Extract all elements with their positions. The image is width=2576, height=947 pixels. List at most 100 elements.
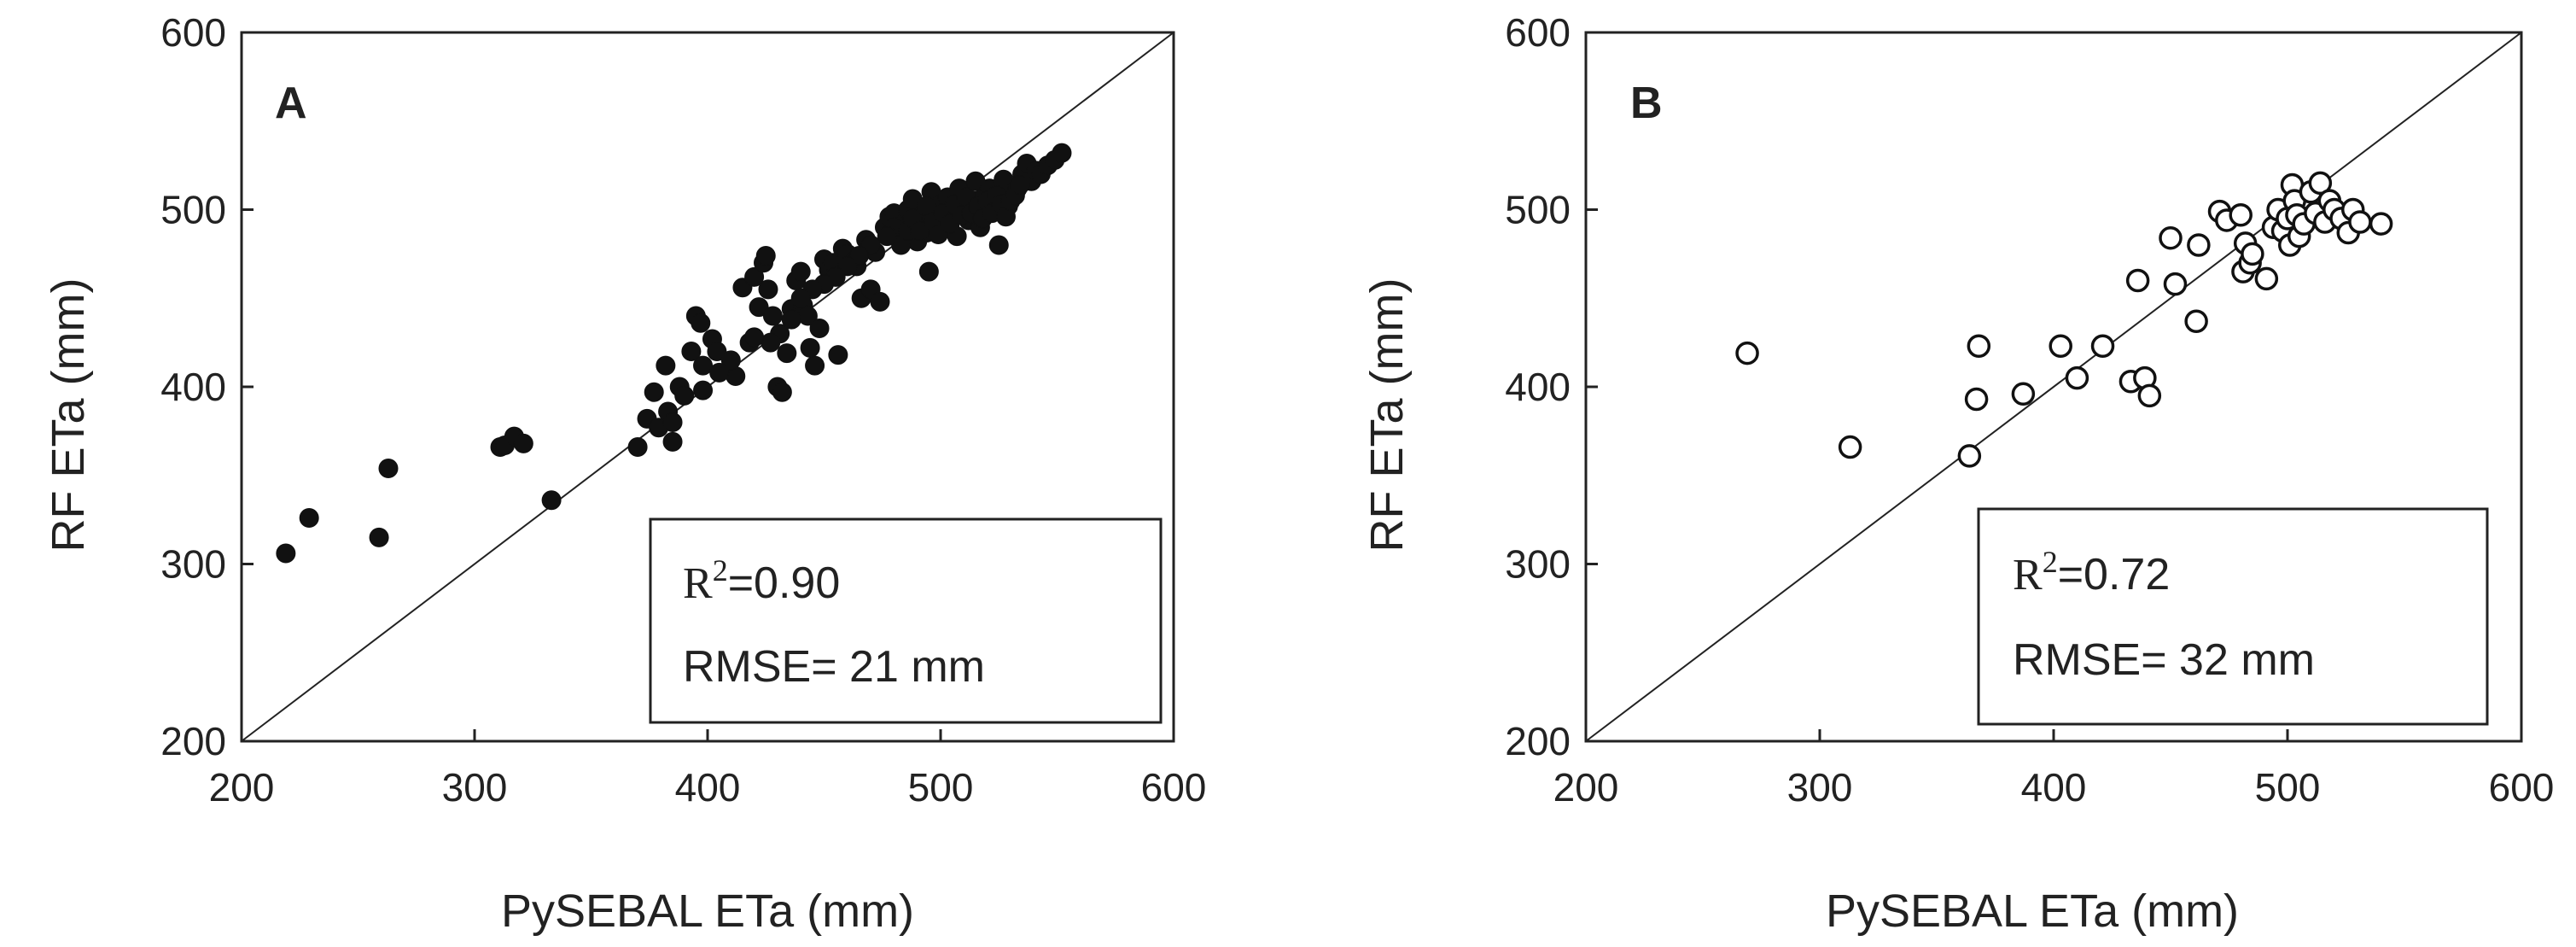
data-point — [709, 362, 730, 383]
data-point — [541, 490, 562, 511]
y-tick-label: 400 — [1505, 365, 1571, 409]
y-ticks: 200 300 400 500 600 — [160, 10, 254, 763]
data-point — [2254, 266, 2279, 291]
stats-box-frame — [649, 517, 1163, 724]
y-tick-label: 300 — [160, 542, 226, 587]
plot-frame — [240, 31, 1175, 743]
data-point — [1838, 435, 1862, 459]
rmse-text: RMSE= 21 mm — [683, 642, 985, 692]
data-point — [378, 458, 399, 478]
data-point — [1010, 174, 1030, 195]
data-point — [2011, 382, 2036, 406]
data-points — [1735, 171, 2393, 468]
x-ticks: 200 300 400 500 600 — [209, 729, 1207, 810]
data-point — [790, 261, 811, 282]
x-tick-label: 500 — [908, 765, 974, 810]
data-point — [805, 355, 825, 376]
data-point — [2229, 202, 2253, 227]
r2-value: =0.90 — [728, 558, 841, 608]
data-point — [2049, 334, 2072, 359]
data-point — [2159, 225, 2183, 250]
y-tick-label: 500 — [1505, 188, 1571, 232]
one-to-one-line — [1585, 32, 2522, 742]
data-point — [870, 291, 890, 312]
x-axis-label: PySEBAL ETa (mm) — [501, 886, 914, 937]
data-point — [1964, 387, 1989, 412]
data-point — [800, 337, 820, 358]
x-ticks: 200 300 400 500 600 — [1553, 729, 2555, 810]
y-tick-label: 200 — [160, 719, 226, 763]
data-point — [918, 261, 939, 282]
data-point — [627, 437, 648, 458]
data-point — [662, 412, 683, 432]
x-tick-label: 400 — [675, 765, 741, 810]
data-point — [681, 342, 702, 361]
data-point — [758, 279, 778, 300]
data-point — [720, 350, 741, 371]
panel-label: A — [275, 79, 307, 128]
r2-symbol: R — [2013, 551, 2043, 599]
data-point — [772, 382, 792, 402]
y-ticks: 200 300 400 500 600 — [1505, 10, 1598, 763]
y-axis-label: RF ETa (mm) — [1361, 278, 1413, 552]
data-point — [707, 342, 727, 361]
r2-exponent: 2 — [2043, 545, 2058, 579]
data-point — [662, 431, 683, 452]
y-tick-label: 400 — [160, 365, 226, 409]
data-point — [2241, 242, 2264, 266]
x-tick-label: 600 — [1141, 765, 1207, 810]
scatter-panel-b: RF ETa (mm) PySEBAL ETa (mm) 200 300 400 50… — [1361, 10, 2554, 937]
scatter-panel-a: RF ETa (mm) PySEBAL ETa (mm) 200 300 400 50… — [43, 10, 1206, 937]
data-point — [744, 327, 765, 348]
data-point — [781, 309, 801, 330]
r-squared-text: R2=0.72 — [2013, 545, 2170, 599]
x-tick-label: 400 — [2021, 765, 2087, 810]
data-point — [909, 220, 930, 241]
data-point — [2125, 268, 2150, 293]
data-point — [2137, 383, 2162, 408]
data-point — [777, 343, 797, 364]
plot-frame — [1584, 31, 2523, 743]
data-point — [369, 527, 389, 547]
data-point — [2369, 212, 2393, 236]
data-point — [1735, 341, 1759, 365]
y-tick-label: 300 — [1505, 542, 1571, 587]
data-point — [828, 345, 848, 365]
data-point — [1967, 334, 1991, 359]
data-point — [276, 543, 296, 564]
x-tick-label: 500 — [2255, 765, 2321, 810]
data-point — [691, 313, 711, 333]
data-point — [674, 385, 695, 406]
y-tick-label: 200 — [1505, 719, 1571, 763]
y-tick-label: 500 — [160, 188, 226, 232]
data-point — [2187, 233, 2211, 257]
y-tick-label: 600 — [1505, 10, 1571, 55]
data-points — [276, 143, 1072, 564]
x-tick-label: 600 — [2489, 765, 2555, 810]
data-point — [790, 288, 811, 308]
x-tick-label: 200 — [209, 765, 275, 810]
stats-box: R2=0.90 RMSE= 21 mm — [649, 517, 1163, 724]
data-point — [1052, 143, 1072, 163]
data-point — [1957, 444, 1982, 468]
data-point — [988, 235, 1009, 255]
data-point — [744, 266, 765, 287]
data-point — [2184, 309, 2208, 333]
data-point — [2065, 365, 2089, 390]
x-tick-label: 200 — [1553, 765, 1619, 810]
data-point — [2308, 171, 2333, 196]
data-point — [693, 355, 714, 376]
data-point — [762, 306, 783, 326]
data-point — [644, 382, 664, 402]
data-point — [2090, 334, 2115, 359]
data-point — [761, 332, 781, 353]
rmse-text: RMSE= 32 mm — [2013, 635, 2315, 685]
stats-box-frame — [1977, 507, 2489, 726]
x-tick-label: 300 — [442, 765, 508, 810]
data-point — [877, 226, 897, 247]
data-point — [693, 380, 714, 400]
data-point — [299, 508, 319, 529]
x-tick-label: 300 — [1787, 765, 1853, 810]
data-point — [755, 245, 776, 266]
